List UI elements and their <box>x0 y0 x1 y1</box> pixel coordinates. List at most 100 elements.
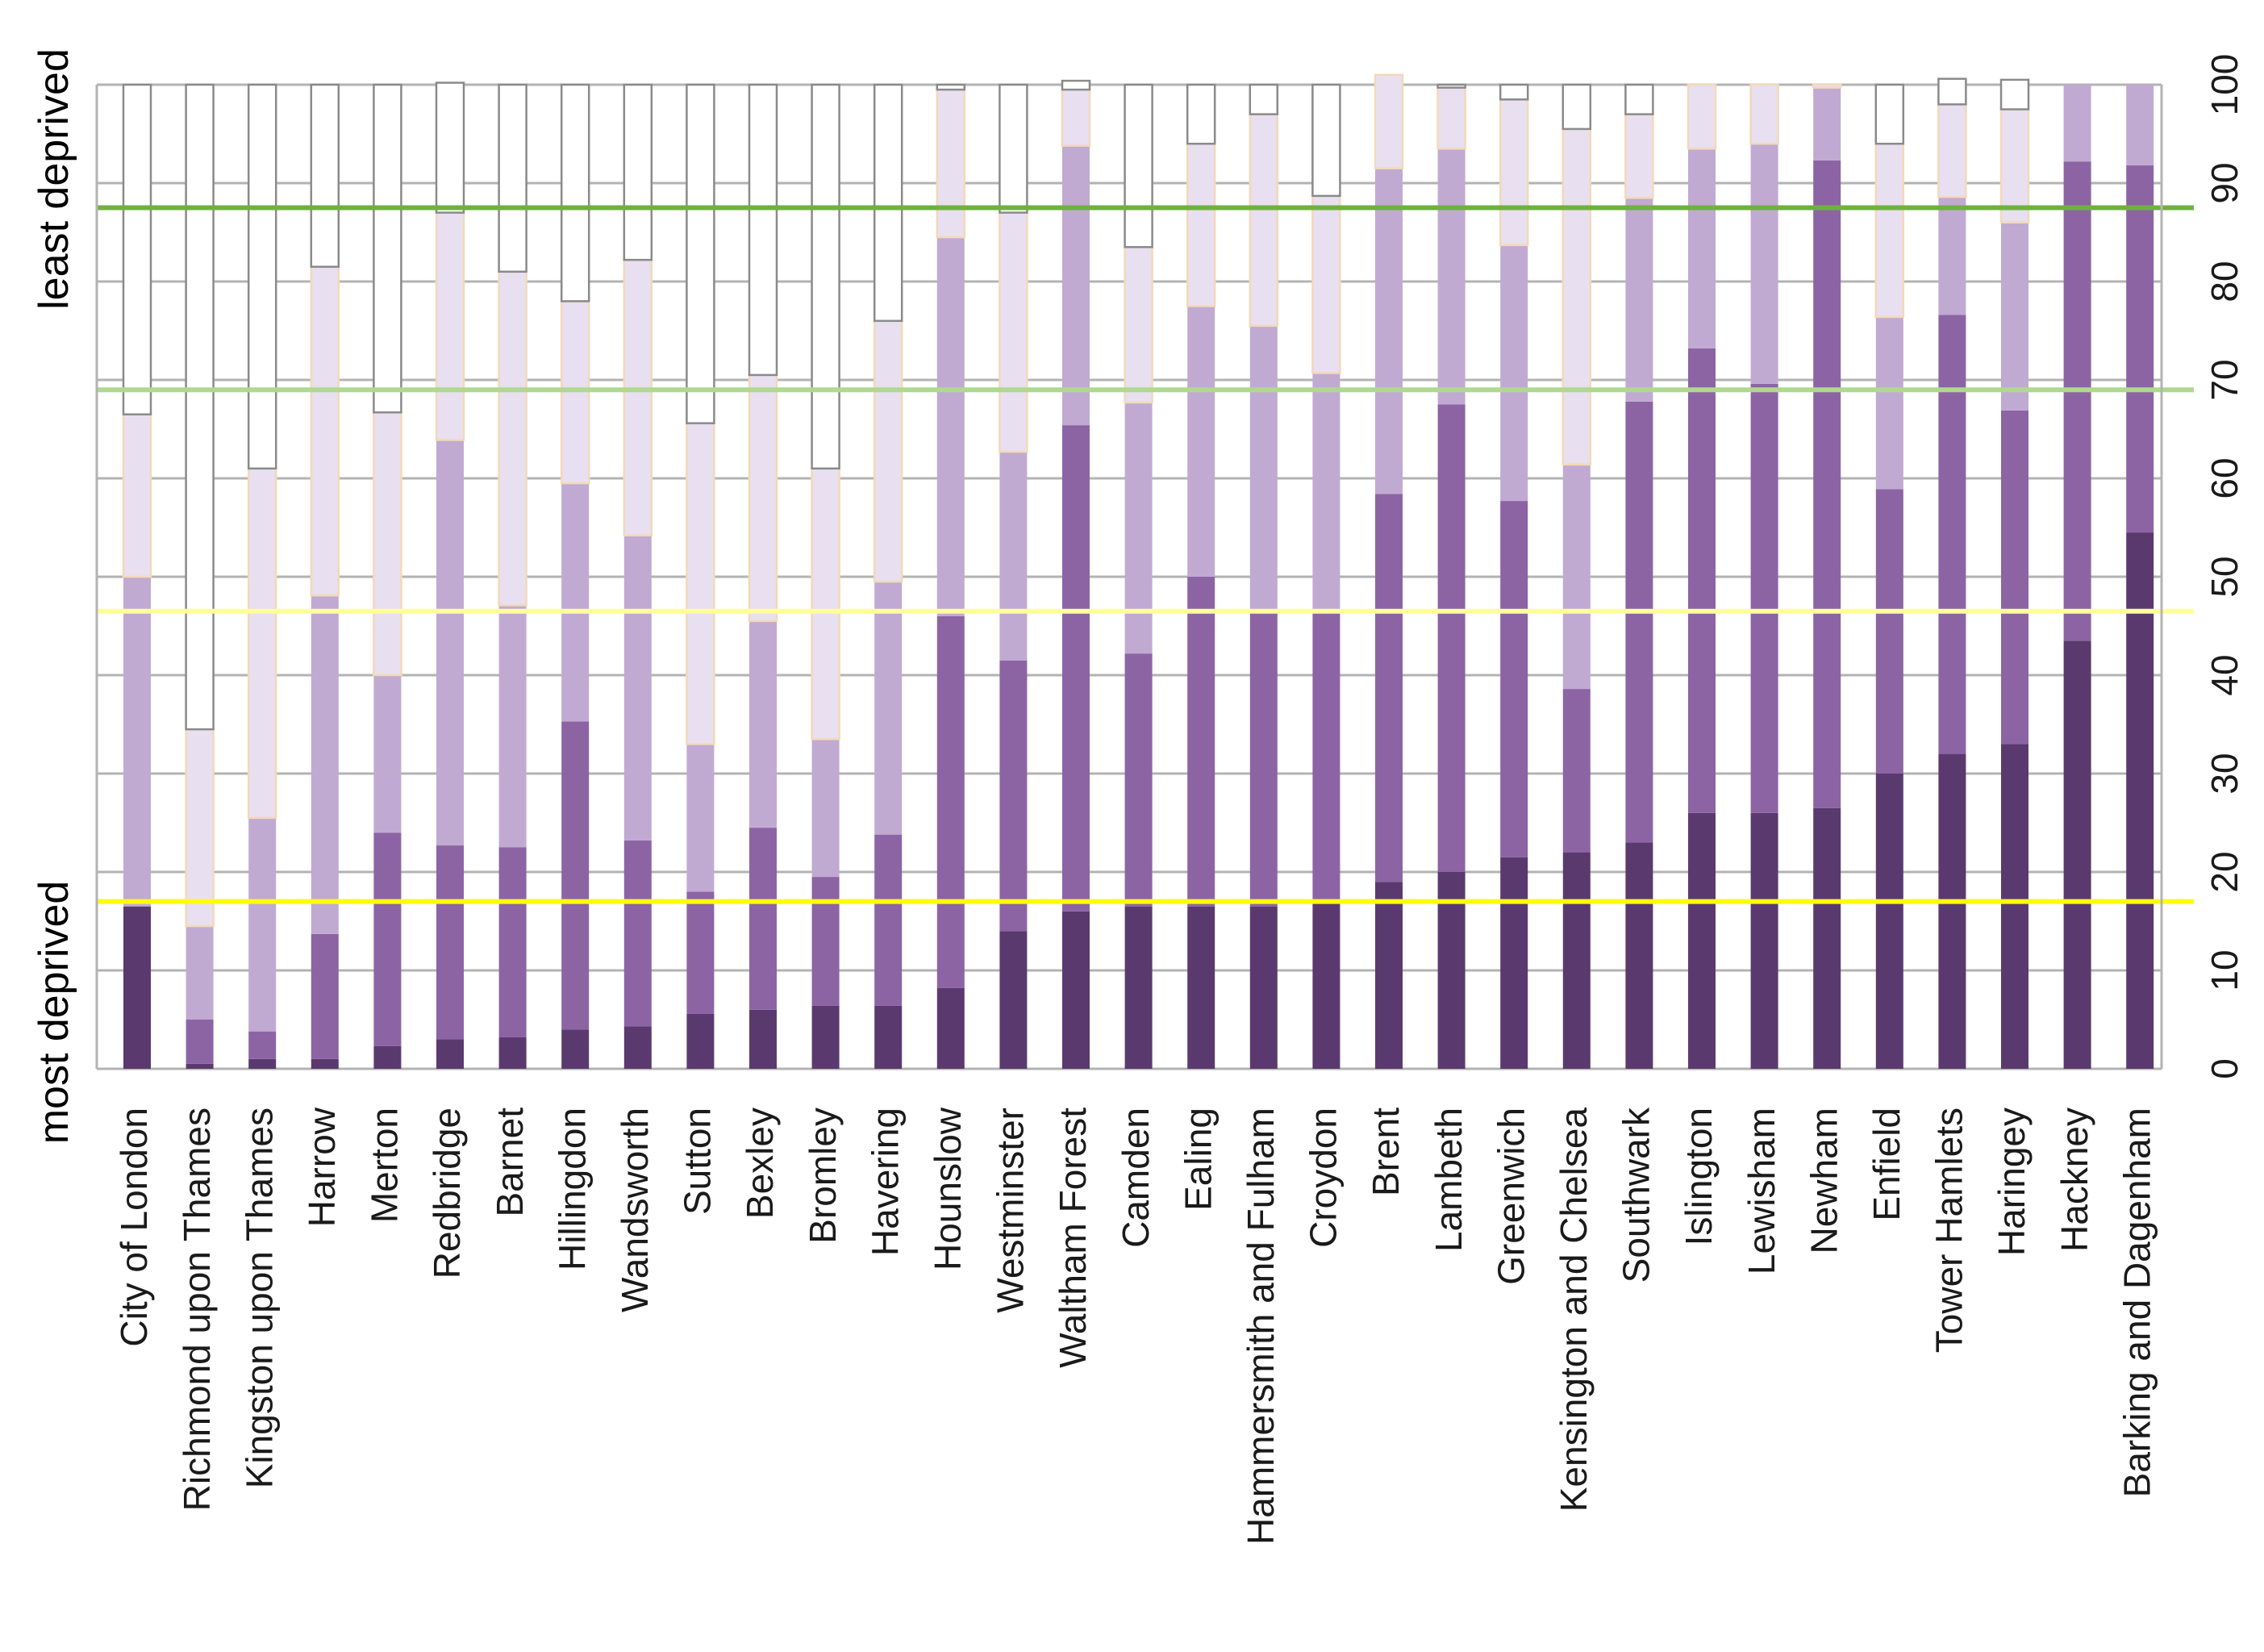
category-label: Tower Hamlets <box>1928 1108 1970 1353</box>
bar-segment <box>1875 489 1903 774</box>
bar-segment <box>1937 103 1967 198</box>
bar-segment <box>1561 83 1592 131</box>
category-label: Barnet <box>489 1108 531 1217</box>
bar-segment <box>1688 148 1716 348</box>
bar-segment <box>186 1063 214 1069</box>
bar-segment <box>748 83 778 377</box>
category-label: Wandsworth <box>614 1108 656 1312</box>
bar-segment <box>310 265 340 597</box>
bar-segment <box>2063 85 2091 162</box>
bar-segment <box>1249 906 1278 1069</box>
category-label: Sutton <box>677 1108 719 1215</box>
bar-segment <box>686 744 715 892</box>
bar-segment <box>1874 83 1905 145</box>
bar-segment <box>1375 882 1403 1069</box>
bar-segment <box>1625 842 1653 1069</box>
bar-segment <box>623 535 652 841</box>
bar-segment <box>1375 494 1403 882</box>
y-tick-label: 30 <box>2204 753 2245 794</box>
bar-segment <box>1813 160 1841 808</box>
bar-segment <box>247 83 277 470</box>
bar-segment <box>311 933 339 1059</box>
bar-segment <box>1186 142 1216 307</box>
bar-segment <box>373 1045 402 1069</box>
category-label: Brent <box>1365 1108 1407 1196</box>
bar-segment <box>936 987 965 1069</box>
bar-segment <box>1187 306 1215 577</box>
bar-segment <box>1562 464 1591 690</box>
bar-segment <box>1249 609 1278 907</box>
bar-segment <box>1999 108 2030 224</box>
bar-segment <box>123 577 151 907</box>
bar-segment <box>186 1020 214 1064</box>
category-label: Merton <box>364 1108 406 1223</box>
bar-segment <box>185 83 215 731</box>
category-label: Greenwich <box>1490 1108 1532 1285</box>
bar-segment <box>435 211 465 441</box>
bar-segment <box>874 1005 903 1069</box>
bar-segment <box>1500 857 1528 1069</box>
bar-segment <box>1374 73 1404 169</box>
bar-segment <box>1062 911 1090 1069</box>
bar-segment <box>999 660 1028 932</box>
bar-segment <box>123 906 151 1069</box>
bar-segment <box>748 373 778 623</box>
bar-segment <box>1749 83 1779 145</box>
bar-segment <box>2126 165 2154 533</box>
y-tick-label: 70 <box>2204 359 2245 400</box>
y-tick-label: 40 <box>2204 654 2245 695</box>
category-label: Croydon <box>1303 1108 1345 1248</box>
bar-segment <box>873 319 903 583</box>
bar-segment <box>623 83 653 261</box>
bar-segment <box>311 1058 339 1069</box>
bar-segment <box>936 615 965 988</box>
bar-segment <box>1499 98 1529 247</box>
bar-segment <box>185 728 215 928</box>
bar-segment <box>310 83 340 268</box>
bar-segment <box>936 88 966 239</box>
bar-segment <box>373 83 402 414</box>
bar-segment <box>1562 852 1591 1069</box>
bar-segment <box>248 1058 277 1069</box>
bar-segment <box>2001 410 2028 745</box>
bar-segment <box>2001 222 2028 411</box>
bar-segment <box>435 81 465 214</box>
bar-segment <box>1750 383 1778 813</box>
category-label: Bromley <box>802 1108 844 1244</box>
bar-segment <box>2126 532 2154 1069</box>
bar-segment <box>248 1031 277 1059</box>
bar-segment <box>1312 901 1340 1069</box>
bar-segment <box>999 83 1028 214</box>
bar-segment <box>1062 145 1090 426</box>
bar-segment <box>560 83 590 302</box>
category-label: Redbridge <box>426 1108 468 1279</box>
y-tick-label: 0 <box>2204 1058 2245 1079</box>
bar-segment <box>873 83 903 323</box>
bar-segment <box>436 440 464 846</box>
category-label: Barking and Dagenham <box>2116 1108 2158 1497</box>
bar-segment <box>999 931 1028 1069</box>
bar-segment <box>1812 83 1842 89</box>
bar-segment <box>936 83 966 91</box>
reference-lines <box>97 205 2194 904</box>
bar-segment <box>373 411 402 677</box>
bar-segment <box>1186 83 1216 145</box>
bar-segment <box>1688 812 1716 1069</box>
bar-segment <box>436 845 464 1040</box>
category-label: Richmond upon Thames <box>176 1108 218 1511</box>
bar-segment <box>811 877 840 1006</box>
y-tick-label: 80 <box>2204 261 2245 302</box>
bar-segment <box>1813 87 1841 161</box>
category-label: Camden <box>1115 1108 1157 1248</box>
bar-segment <box>498 83 527 273</box>
y-tick-label: 100 <box>2204 54 2245 116</box>
category-label: Ealing <box>1177 1108 1219 1211</box>
axes <box>95 85 2163 1069</box>
category-label: Waltham Forest <box>1052 1108 1094 1368</box>
bar-segment <box>1249 325 1278 610</box>
bar-segment <box>874 834 903 1006</box>
category-label: Harrow <box>301 1107 343 1227</box>
bar-segment <box>561 483 590 722</box>
bar-segment <box>1625 401 1653 843</box>
bar-segment <box>561 721 590 1030</box>
